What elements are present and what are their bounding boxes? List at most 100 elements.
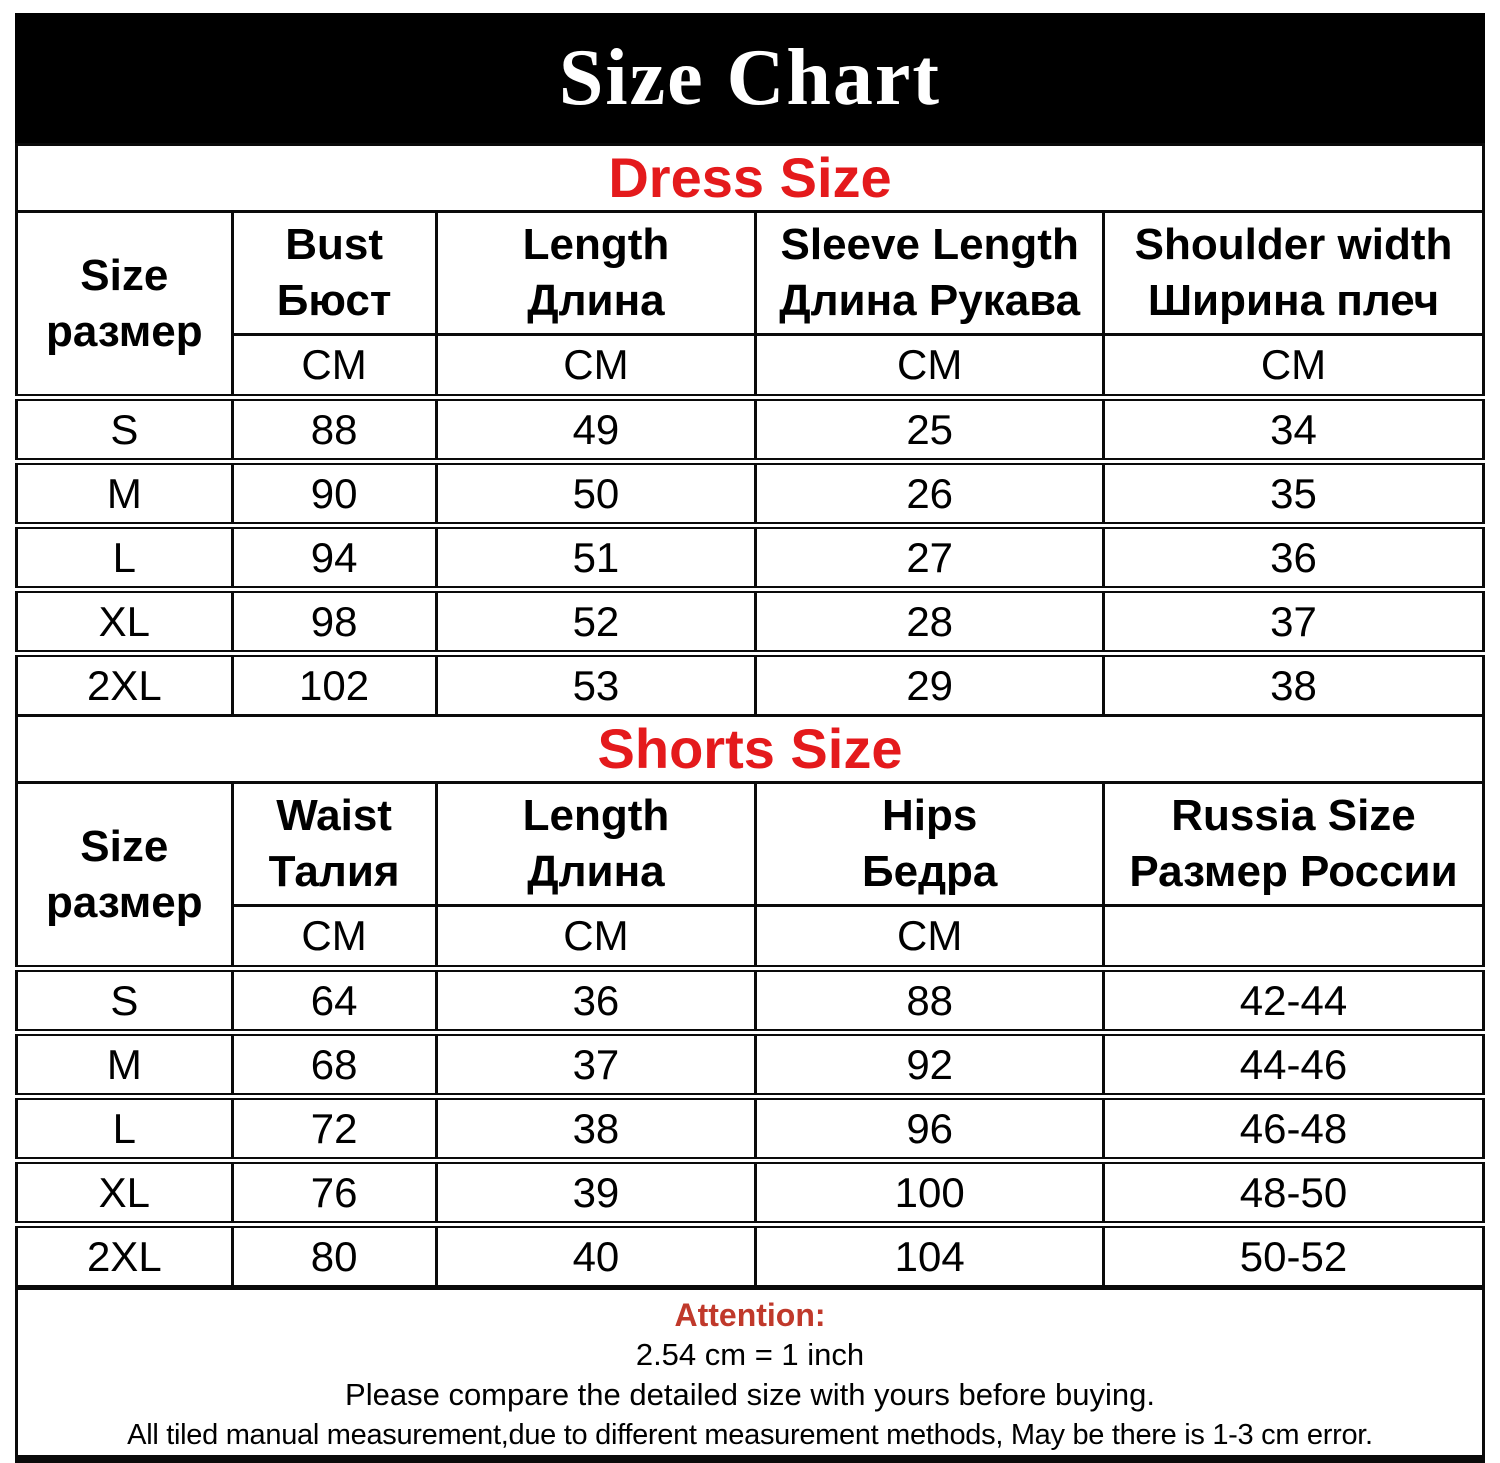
data-cell: 64 xyxy=(230,965,438,1034)
data-cell: 26 xyxy=(754,458,1106,527)
data-cell: 42-44 xyxy=(1102,965,1485,1034)
shorts-unit-row: CM CM CM xyxy=(17,904,1485,970)
page-title: Size Chart xyxy=(558,34,942,122)
attention-label: Attention: xyxy=(674,1297,826,1333)
data-cell: 80 xyxy=(230,1221,438,1289)
data-cell: 90 xyxy=(230,458,438,527)
attention-line-compare: Please compare the detailed size with yo… xyxy=(345,1377,1155,1412)
shorts-section-row: Shorts Size xyxy=(15,714,1485,784)
col-label-en: Waist xyxy=(276,791,392,840)
dress-row-xl: XL 98 52 28 37 xyxy=(15,586,1485,655)
shorts-header-row: Size размер Waist Талия Length Длина Hip… xyxy=(15,781,1485,970)
dress-row-s: S 88 49 25 34 xyxy=(15,394,1485,463)
size-cell: XL xyxy=(15,586,234,655)
col-label-en: Sleeve Length xyxy=(780,220,1079,269)
data-cell: 72 xyxy=(230,1093,438,1162)
data-cell: 40 xyxy=(434,1221,758,1289)
data-cell: 68 xyxy=(230,1029,438,1098)
data-cell: 27 xyxy=(754,522,1106,591)
dress-col-bust: Bust Бюст xyxy=(230,210,438,336)
shorts-col-waist: Waist Талия xyxy=(230,781,438,907)
data-cell: 50-52 xyxy=(1102,1221,1485,1289)
size-cell: L xyxy=(15,522,234,591)
dress-section-row: Dress Size xyxy=(15,143,1485,213)
shorts-size-header-cell: Size размер xyxy=(15,781,234,970)
data-cell: 76 xyxy=(230,1157,438,1226)
col-label-ru: Ширина плеч xyxy=(1147,276,1440,325)
shorts-size-header-en: Size xyxy=(80,821,169,871)
data-cell: 34 xyxy=(1102,394,1485,463)
col-label-ru: Длина Рукава xyxy=(779,276,1081,325)
data-cell: 35 xyxy=(1102,458,1485,527)
data-cell: 44-46 xyxy=(1102,1029,1485,1098)
dress-unit-row: CM CM CM CM xyxy=(17,333,1485,399)
col-label-ru: Бедра xyxy=(861,847,998,896)
data-cell: 96 xyxy=(754,1093,1106,1162)
shorts-col-hips: Hips Бедра xyxy=(754,781,1106,907)
size-cell: S xyxy=(15,394,234,463)
col-label-en: Russia Size xyxy=(1171,791,1416,840)
size-cell: S xyxy=(15,965,234,1034)
col-label-en: Bust xyxy=(285,220,383,269)
dress-row-m: M 90 50 26 35 xyxy=(15,458,1485,527)
data-cell: 37 xyxy=(434,1029,758,1098)
shorts-col-russia-size: Russia Size Размер России xyxy=(1102,781,1485,907)
data-cell: 88 xyxy=(754,965,1106,1034)
dress-col-length: Length Длина xyxy=(434,210,758,336)
dress-row-2xl: 2XL 102 53 29 38 xyxy=(15,650,1485,717)
shorts-section-title: Shorts Size xyxy=(15,714,1485,784)
size-cell: L xyxy=(15,1093,234,1162)
shorts-row-s: S 64 36 88 42-44 xyxy=(15,965,1485,1034)
dress-section-title: Dress Size xyxy=(15,143,1485,213)
data-cell: 29 xyxy=(754,650,1106,717)
dress-size-header-en: Size xyxy=(80,250,169,300)
unit-cell: CM xyxy=(1102,333,1485,399)
attention-row: Attention: 2.54 cm = 1 inch Please compa… xyxy=(15,1285,1485,1463)
data-cell: 52 xyxy=(434,586,758,655)
col-label-ru: Длина xyxy=(527,276,665,325)
size-chart-table: Dress Size Size размер Bust Бюст Length … xyxy=(15,143,1485,1463)
data-cell: 53 xyxy=(434,650,758,717)
dress-col-shoulder-width: Shoulder width Ширина плеч xyxy=(1102,210,1485,336)
shorts-row-xl: XL 76 39 100 48-50 xyxy=(15,1157,1485,1226)
shorts-row-l: L 72 38 96 46-48 xyxy=(15,1093,1485,1162)
dress-size-header-cell: Size размер xyxy=(15,210,234,399)
attention-box: Attention: 2.54 cm = 1 inch Please compa… xyxy=(15,1285,1485,1463)
data-cell: 104 xyxy=(754,1221,1106,1289)
shorts-col-length: Length Длина xyxy=(434,781,758,907)
size-cell: M xyxy=(15,458,234,527)
dress-size-header-ru: размер xyxy=(46,306,203,356)
data-cell: 49 xyxy=(434,394,758,463)
dress-row-l: L 94 51 27 36 xyxy=(15,522,1485,591)
attention-line-error: All tiled manual measurement,due to diff… xyxy=(127,1419,1373,1451)
shorts-size-header-ru: размер xyxy=(46,877,203,927)
data-cell: 39 xyxy=(434,1157,758,1226)
unit-cell: CM xyxy=(754,904,1106,970)
dress-header-row: Size размер Bust Бюст Length Длина Sleev… xyxy=(15,210,1485,399)
data-cell: 38 xyxy=(1102,650,1485,717)
col-label-ru: Размер России xyxy=(1129,847,1458,896)
data-cell: 36 xyxy=(1102,522,1485,591)
col-label-ru: Длина xyxy=(527,847,665,896)
data-cell: 92 xyxy=(754,1029,1106,1098)
unit-cell: CM xyxy=(230,904,438,970)
size-cell: 2XL xyxy=(15,1221,234,1289)
data-cell: 38 xyxy=(434,1093,758,1162)
dress-col-sleeve-length: Sleeve Length Длина Рукава xyxy=(754,210,1106,336)
data-cell: 50 xyxy=(434,458,758,527)
unit-cell: CM xyxy=(754,333,1106,399)
data-cell: 94 xyxy=(230,522,438,591)
data-cell: 51 xyxy=(434,522,758,591)
attention-line-conversion: 2.54 cm = 1 inch xyxy=(635,1337,865,1372)
data-cell: 46-48 xyxy=(1102,1093,1485,1162)
size-cell: M xyxy=(15,1029,234,1098)
col-label-en: Hips xyxy=(882,791,978,840)
title-banner: Size Chart xyxy=(15,13,1485,143)
data-cell: 25 xyxy=(754,394,1106,463)
data-cell: 37 xyxy=(1102,586,1485,655)
col-label-ru: Талия xyxy=(268,847,400,896)
data-cell: 48-50 xyxy=(1102,1157,1485,1226)
data-cell: 28 xyxy=(754,586,1106,655)
col-label-ru: Бюст xyxy=(276,276,392,325)
